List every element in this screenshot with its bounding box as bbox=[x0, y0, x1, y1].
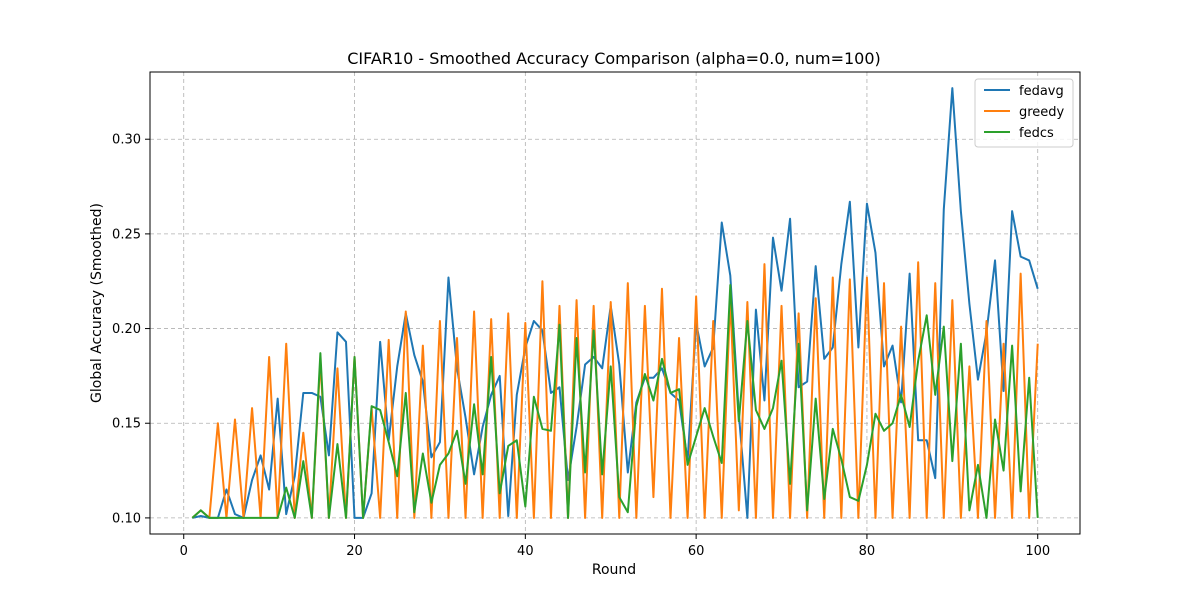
legend-label-fedavg: fedavg bbox=[1019, 84, 1064, 99]
plot-frame bbox=[149, 71, 1081, 535]
y-tick-label: 0.30 bbox=[112, 133, 141, 148]
x-tick-label: 60 bbox=[688, 544, 705, 559]
chart-title: CIFAR10 - Smoothed Accuracy Comparison (… bbox=[347, 49, 881, 68]
x-axis-label: Round bbox=[592, 562, 636, 578]
y-tick-label: 0.25 bbox=[112, 227, 141, 242]
series-line-fedcs bbox=[191, 284, 1039, 519]
axis-ticks: 0 20 40 60 80 100 0.10 0.15 0.20 0.25 0.30 bbox=[112, 133, 1050, 559]
legend-box bbox=[974, 78, 1074, 148]
x-tick-label: 100 bbox=[1025, 544, 1050, 559]
legend: fedavg greedy fedcs bbox=[974, 78, 1074, 148]
series-line-fedavg bbox=[192, 87, 1039, 519]
y-axis-label: Global Accuracy (Smoothed) bbox=[89, 203, 105, 403]
y-tick-label: 0.15 bbox=[112, 417, 141, 432]
y-tick-label: 0.10 bbox=[112, 511, 141, 526]
x-tick-label: 80 bbox=[859, 544, 876, 559]
x-tick-label: 20 bbox=[346, 544, 363, 559]
series-line-greedy bbox=[191, 261, 1039, 519]
y-tick-label: 0.20 bbox=[112, 322, 141, 337]
legend-label-greedy: greedy bbox=[1019, 105, 1065, 120]
x-tick-label: 0 bbox=[180, 544, 188, 559]
legend-label-fedcs: fedcs bbox=[1019, 126, 1054, 141]
series-lines bbox=[191, 87, 1039, 519]
x-tick-label: 40 bbox=[517, 544, 534, 559]
